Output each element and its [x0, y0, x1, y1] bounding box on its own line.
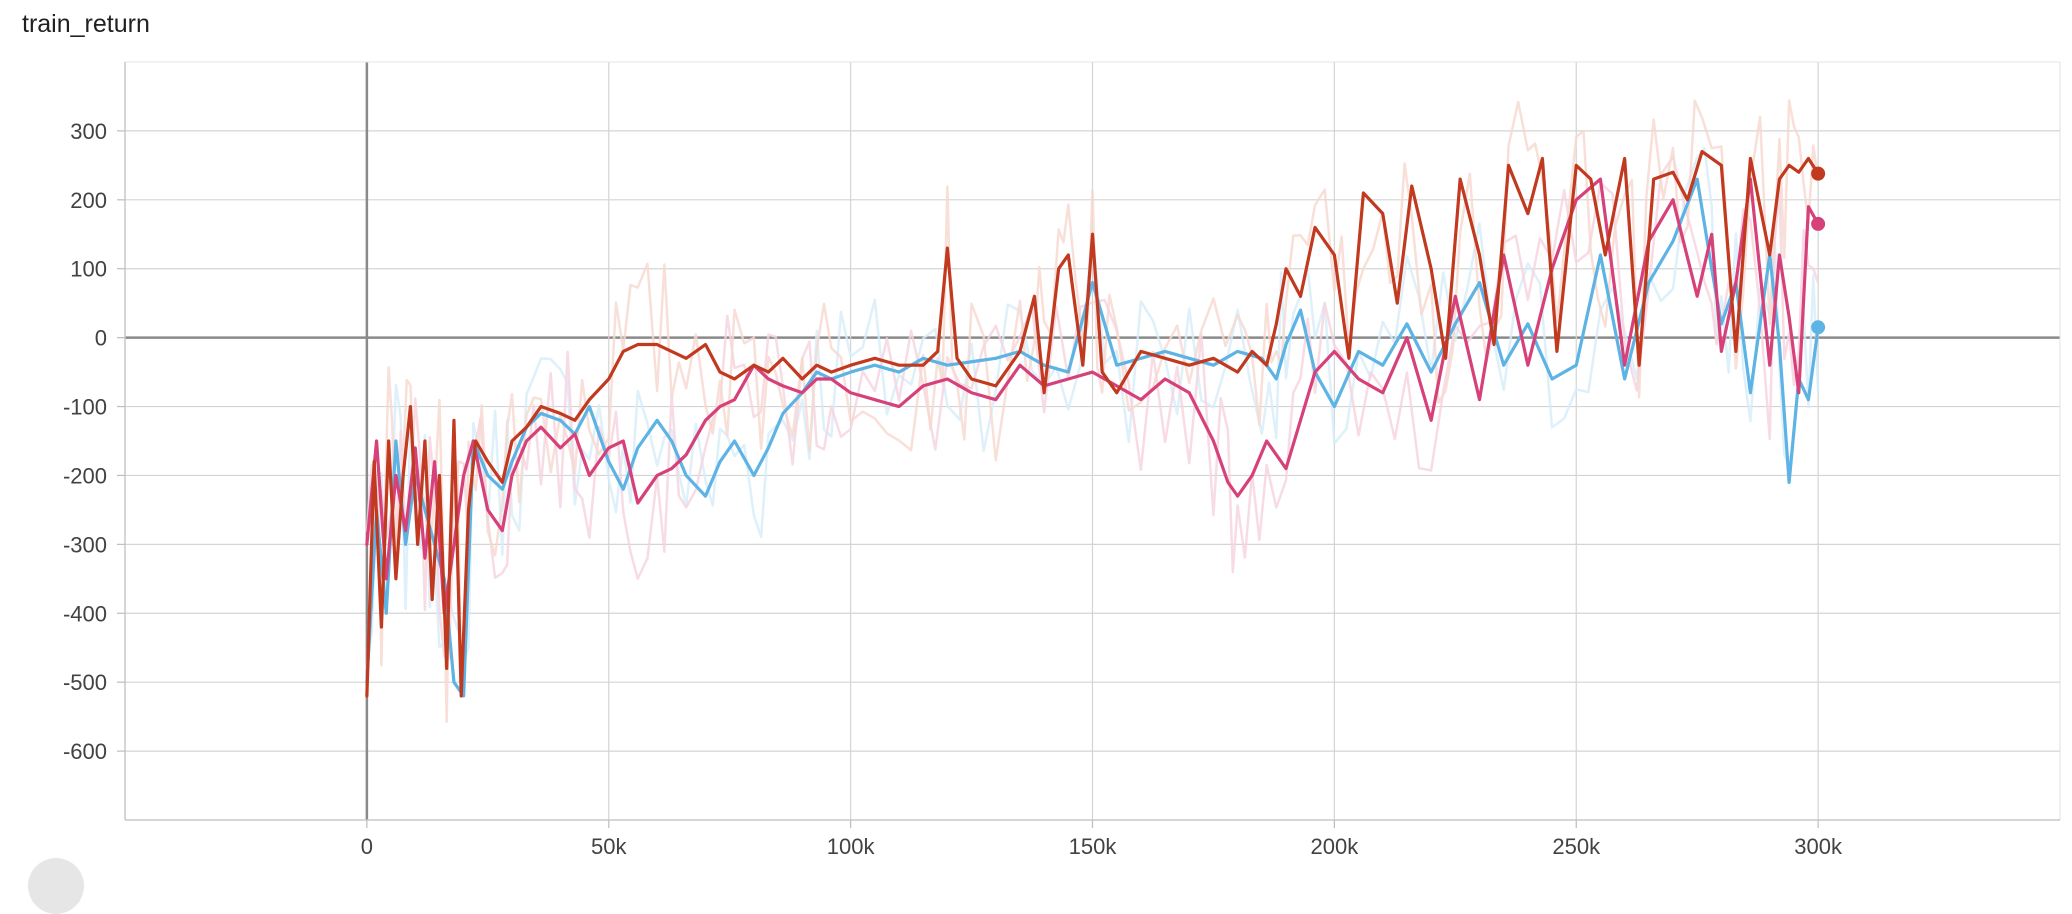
tick-labels: 300 200 100 0 -100 -200 -300 -400 -500 -600 0 50k 10… — [63, 119, 1843, 859]
y-tick-label: 100 — [70, 257, 107, 282]
x-tick-label: 150k — [1069, 834, 1118, 859]
x-tick-label: 300k — [1794, 834, 1843, 859]
run-orange-raw-line — [365, 99, 1820, 723]
y-tick-label: -200 — [63, 463, 107, 488]
run-pink-line — [365, 177, 1820, 615]
y-tick-label: 200 — [70, 188, 107, 213]
y-tick-label: -100 — [63, 395, 107, 420]
y-tick-label: -400 — [63, 601, 107, 626]
grid — [125, 62, 2060, 820]
run-pink-raw-line — [365, 155, 1820, 660]
x-tick-label: 200k — [1311, 834, 1360, 859]
y-tick-label: -600 — [63, 739, 107, 764]
x-tick-label: 0 — [361, 834, 373, 859]
x-tick-label: 250k — [1552, 834, 1601, 859]
series-layer — [365, 149, 1826, 698]
run-blue-line — [365, 177, 1820, 698]
x-tick-label: 50k — [591, 834, 627, 859]
y-tick-label: 0 — [95, 326, 107, 351]
run-blue-end-marker — [1811, 320, 1826, 335]
chart-title: train_return — [22, 10, 150, 38]
x-tick-label: 100k — [827, 834, 876, 859]
y-tick-label: -500 — [63, 670, 107, 695]
run-orange-line — [365, 149, 1820, 698]
axes — [117, 61, 2061, 828]
y-tick-label: -300 — [63, 532, 107, 557]
run-pink-end-marker — [1811, 216, 1826, 231]
y-tick-label: 300 — [70, 119, 107, 144]
run-orange-end-marker — [1811, 166, 1826, 181]
line-chart[interactable]: 300 200 100 0 -100 -200 -300 -400 -500 -600 0 50k 10… — [0, 0, 2072, 870]
fit-domain-button[interactable] — [28, 858, 84, 914]
